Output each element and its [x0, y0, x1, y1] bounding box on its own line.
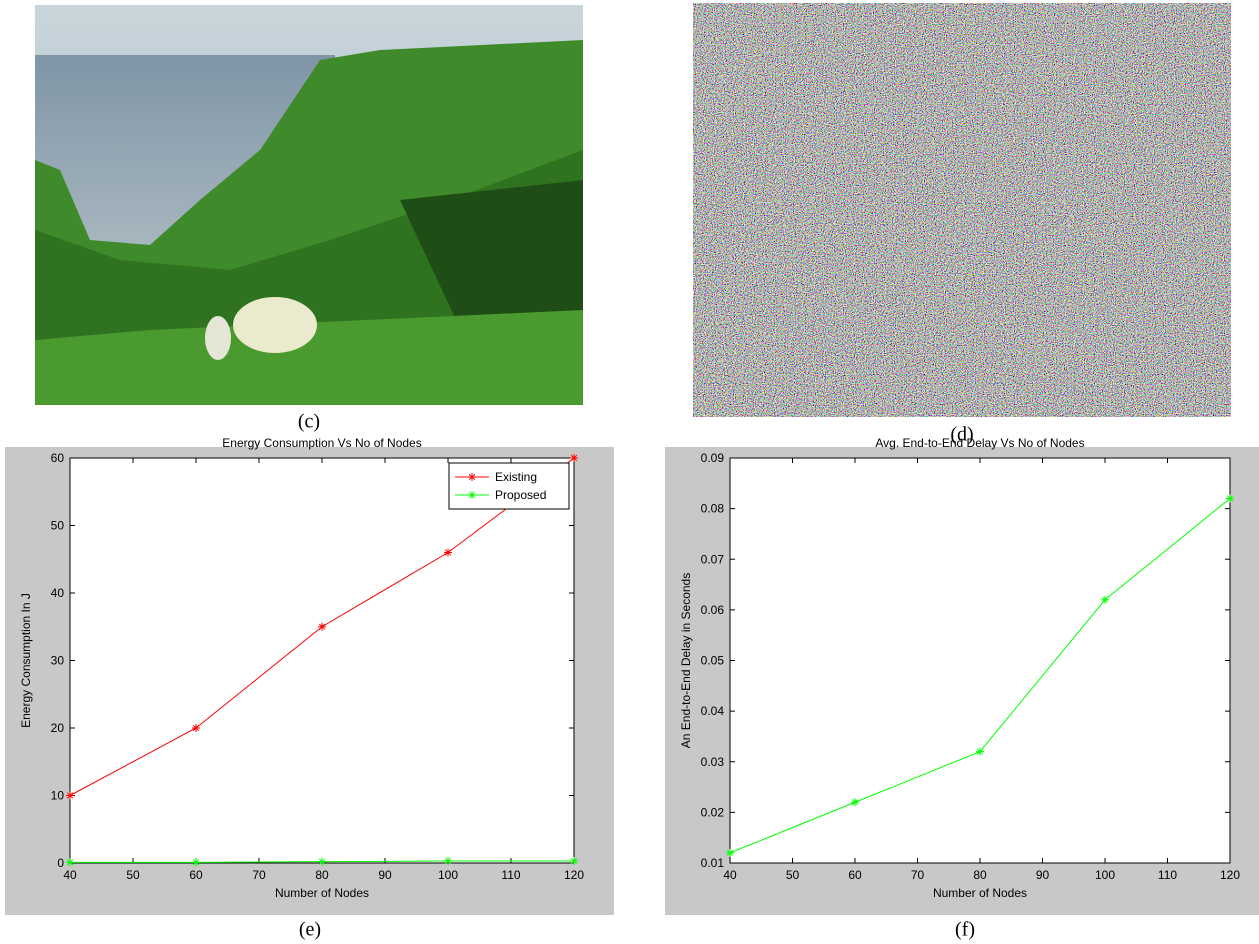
plot-area [70, 458, 574, 863]
x-tick-label: 60 [848, 868, 862, 882]
marker [444, 549, 452, 557]
legend-swatch [468, 473, 476, 481]
chart: Avg. End-to-End Delay Vs No of Nodes Numb… [679, 436, 1240, 900]
legend-label: Existing [495, 470, 537, 484]
y-tick-label: 0.05 [701, 654, 725, 668]
x-tick-label: 40 [63, 868, 77, 882]
x-tick-label: 120 [564, 868, 584, 882]
marker [318, 858, 326, 866]
x-tick-label: 90 [1036, 868, 1050, 882]
y-tick-label: 10 [51, 789, 65, 803]
y-axis-label: An End-to-End Delay in Seconds [679, 573, 693, 748]
x-tick-label: 110 [501, 868, 520, 882]
x-tick-label: 40 [723, 868, 737, 882]
chart-title: Avg. End-to-End Delay Vs No of Nodes [875, 436, 1084, 450]
y-tick-label: 0.06 [701, 603, 725, 617]
y-tick-label: 0.02 [701, 805, 725, 819]
y-tick-label: 0.07 [701, 552, 725, 566]
y-tick-label: 0.04 [701, 704, 725, 718]
x-tick-label: 50 [786, 868, 800, 882]
marker [318, 623, 326, 631]
x-axis-label: Number of Nodes [275, 886, 369, 900]
x-tick-label: 120 [1220, 868, 1240, 882]
plot-area [730, 458, 1230, 863]
marker [192, 858, 200, 866]
marker [570, 454, 578, 462]
x-tick-label: 70 [911, 868, 925, 882]
chart: Energy Consumption Vs No of Nodes Number … [19, 436, 584, 900]
marker [1101, 596, 1109, 604]
x-tick-label: 70 [252, 868, 266, 882]
y-tick-label: 0.03 [701, 755, 725, 769]
marker [726, 849, 734, 857]
y-tick-label: 60 [51, 451, 65, 465]
marker [851, 798, 859, 806]
y-tick-label: 20 [51, 721, 65, 735]
marker [66, 792, 74, 800]
y-tick-label: 0.09 [701, 451, 725, 465]
x-tick-label: 110 [1158, 868, 1177, 882]
x-tick-label: 60 [189, 868, 203, 882]
y-tick-label: 0.08 [701, 502, 725, 516]
y-tick-label: 40 [51, 586, 65, 600]
y-tick-label: 0.01 [701, 856, 725, 870]
legend-swatch [468, 491, 476, 499]
x-tick-label: 100 [1095, 868, 1115, 882]
caption: (c) [298, 411, 320, 433]
encrypted-image [693, 3, 1231, 417]
legend-label: Proposed [495, 488, 546, 502]
x-tick-label: 80 [315, 868, 329, 882]
marker [66, 858, 74, 866]
marker [1226, 495, 1234, 503]
x-axis-label: Number of Nodes [933, 886, 1027, 900]
x-tick-label: 90 [378, 868, 392, 882]
caption: (f) [955, 919, 975, 941]
marker [570, 857, 578, 865]
y-axis-label: Energy Consumption In J [19, 593, 33, 728]
figure: (c) (d) (e) (f) Energy Consumption Vs No… [0, 0, 1259, 944]
marker [976, 748, 984, 756]
y-tick-label: 50 [51, 519, 65, 533]
chart-title: Energy Consumption Vs No of Nodes [222, 436, 421, 450]
marker [192, 724, 200, 732]
x-tick-label: 50 [126, 868, 140, 882]
caption: (e) [299, 919, 321, 941]
y-tick-label: 0 [57, 856, 64, 870]
marker [444, 857, 452, 865]
landscape-image [35, 5, 583, 405]
y-tick-label: 30 [51, 654, 65, 668]
x-tick-label: 80 [973, 868, 987, 882]
x-tick-label: 100 [438, 868, 458, 882]
